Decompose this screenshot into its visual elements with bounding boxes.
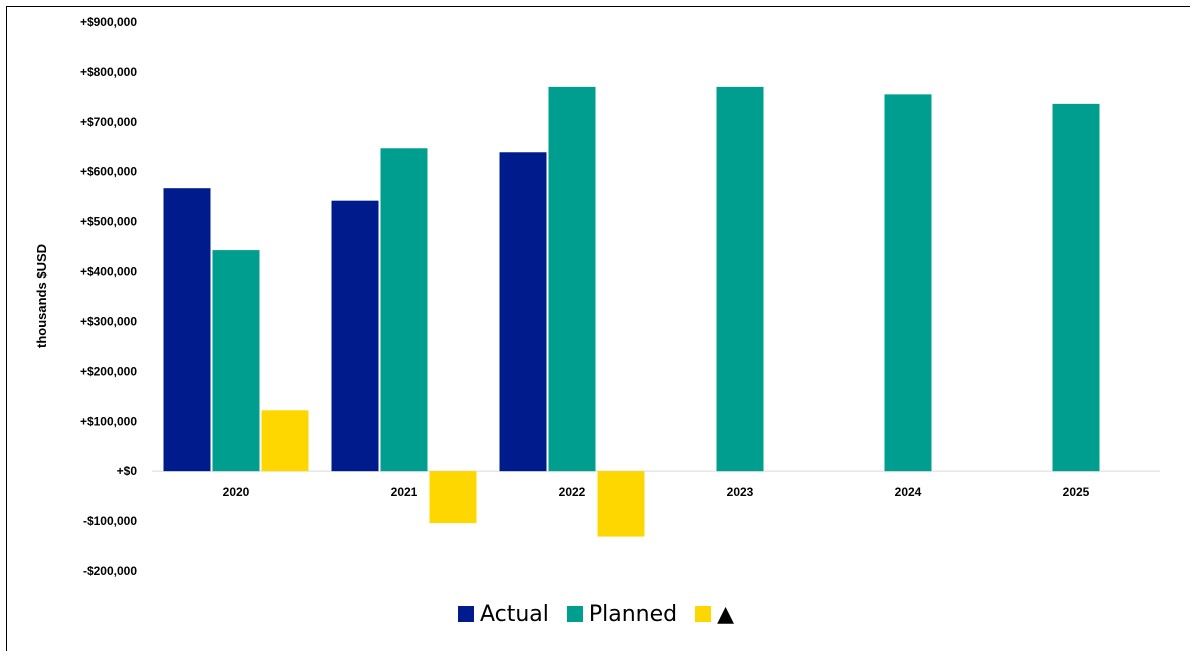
chart-frame [6, 6, 1190, 651]
x-tick-label: 2020 [223, 485, 250, 499]
legend-label-planned: Planned [588, 601, 678, 627]
legend-item-delta: ▲ [695, 602, 734, 627]
bar-actual-2021 [331, 200, 379, 472]
y-tick-label: +$700,000 [80, 115, 137, 129]
y-tick-label: +$600,000 [80, 165, 137, 179]
bar-actual-2020 [163, 188, 211, 472]
x-tick-label: 2021 [391, 485, 418, 499]
y-tick-label: +$200,000 [80, 364, 137, 378]
chart: +$900,000 +$800,000 +$700,000 +$600,000 +$50… [34, 15, 1160, 578]
y-tick-label: +$0 [117, 464, 138, 478]
bar-delta-2022 [597, 471, 645, 537]
y-tick-label: +$400,000 [80, 265, 137, 279]
bar-planned-2024 [884, 94, 932, 472]
bar-planned-2025 [1052, 103, 1100, 472]
y-tick-label: -$200,000 [83, 564, 137, 578]
y-tick-label: +$900,000 [80, 15, 137, 29]
y-tick-label: +$300,000 [80, 314, 137, 328]
bar-planned-2021 [380, 148, 428, 472]
bar-planned-2023 [716, 86, 764, 472]
y-tick-label: +$100,000 [80, 414, 137, 428]
legend: Actual Planned ▲ [0, 600, 1192, 628]
bar-delta-2021 [429, 471, 477, 524]
legend-swatch-delta [695, 606, 712, 622]
legend-item-actual: Actual [457, 601, 549, 627]
legend-item-planned: Planned [566, 601, 678, 627]
x-tick-label: 2022 [559, 485, 586, 499]
legend-swatch-actual [457, 606, 474, 622]
x-tick-label: 2023 [727, 485, 754, 499]
y-axis-ticks: +$900,000 +$800,000 +$700,000 +$600,000 +$50… [80, 15, 137, 578]
x-axis-ticks: 2020 2021 2022 2023 2024 2025 [223, 485, 1090, 499]
bar-actual-2022 [499, 152, 547, 472]
y-tick-label: +$500,000 [80, 215, 137, 229]
legend-label-delta: ▲ [717, 601, 735, 627]
y-tick-label: -$100,000 [83, 514, 137, 528]
legend-label-actual: Actual [479, 601, 549, 627]
bar-delta-2020 [261, 410, 309, 472]
bar-planned-2022 [548, 86, 596, 472]
bar-planned-2020 [212, 250, 260, 472]
x-tick-label: 2024 [895, 485, 922, 499]
x-tick-label: 2025 [1063, 485, 1090, 499]
legend-swatch-planned [566, 606, 583, 622]
y-axis-title: thousands $USD [34, 244, 49, 348]
bars [163, 86, 1100, 537]
y-tick-label: +$800,000 [80, 65, 137, 79]
